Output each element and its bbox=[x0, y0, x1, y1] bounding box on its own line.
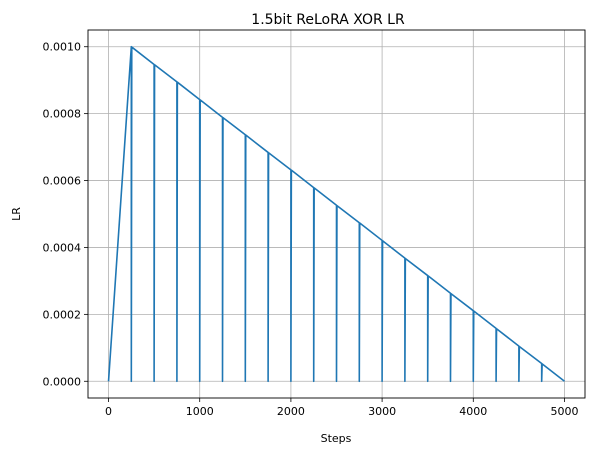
plot-area-frame bbox=[87, 29, 586, 399]
x-axis-label: Steps bbox=[321, 432, 352, 445]
y-tick-label: 0.0006 bbox=[43, 175, 82, 188]
series-group bbox=[107, 45, 565, 383]
x-tick-label: 1000 bbox=[186, 405, 214, 418]
y-tick-label: 0.0002 bbox=[43, 308, 82, 321]
x-tick-label: 5000 bbox=[550, 405, 578, 418]
x-tick-label: 0 bbox=[105, 405, 112, 418]
x-axis-ticks: 0 1000 2000 3000 4000 5000 bbox=[105, 398, 578, 418]
x-tick-label: 4000 bbox=[459, 405, 487, 418]
chart-title: 1.5bit ReLoRA XOR LR bbox=[251, 12, 405, 28]
y-axis-label: LR bbox=[10, 207, 23, 221]
y-tick-label: 0.0000 bbox=[43, 375, 82, 388]
y-tick-label: 0.0010 bbox=[43, 41, 82, 54]
x-tick-label: 2000 bbox=[277, 405, 305, 418]
y-tick-label: 0.0004 bbox=[43, 241, 82, 254]
y-axis-ticks: 0.0000 0.0002 0.0004 0.0006 0.0008 0.0010 bbox=[43, 41, 88, 388]
y-tick-label: 0.0008 bbox=[43, 108, 82, 121]
x-tick-label: 3000 bbox=[368, 405, 396, 418]
lr-series-line bbox=[107, 45, 565, 383]
